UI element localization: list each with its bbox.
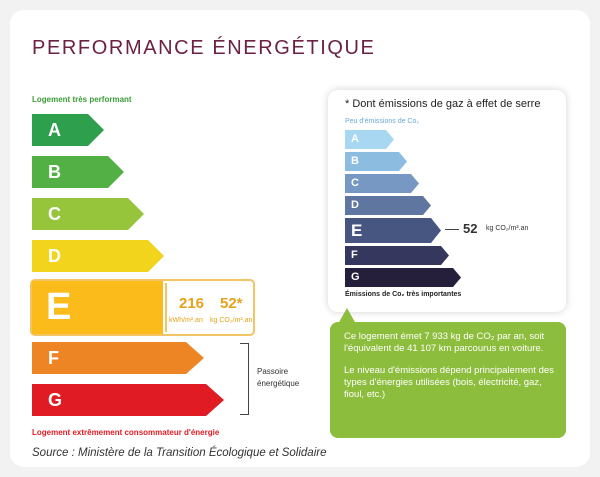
ges-unit: kg CO₂/m².an [210,317,253,324]
ges-label-low: Peu d'émissions de Co₂ [345,118,420,125]
energy-bar-b-letter: B [48,162,61,182]
ges-bar-b-shape [345,152,407,171]
ges-bar-a-letter: A [351,133,359,145]
ges-value-pointer [445,229,459,230]
energy-bar-c-letter: C [48,204,61,224]
ges-bar-d: D [345,196,431,215]
ges-bar-f-letter: F [351,249,358,261]
ges-bar-g-letter: G [351,271,360,283]
ges-bar-b-letter: B [351,155,359,167]
ges-panel-title: * Dont émissions de gaz à effet de serre [345,98,541,110]
energy-bar-b: B [32,156,124,188]
ges-bar-d-shape [345,196,431,215]
ges-bar-a: A [345,130,394,149]
ges-bar-g-shape [345,268,461,287]
passoire-label: Passoire énergétique [257,366,299,390]
ges-bar-c-letter: C [351,177,359,189]
energy-bar-a-shape [32,114,104,146]
ges-bar-b: B [345,152,407,171]
energy-bar-b-shape [32,156,124,188]
ges-bar-c-shape [345,174,419,193]
info-paragraph-emissions: Ce logement émet 7 933 kg de CO₂ par an,… [344,331,545,354]
info-callout: Ce logement émet 7 933 kg de CO₂ par an,… [330,322,566,438]
passoire-line1: Passoire [257,367,289,376]
passoire-bracket [240,343,249,415]
energy-bar-e-shape [32,281,163,334]
energy-bar-g-shape [32,384,224,416]
label-very-efficient: Logement très performant [32,95,132,104]
source-note: Source : Ministère de la Transition Écol… [32,447,327,459]
page-title: PERFORMANCE ÉNERGÉTIQUE [32,37,376,59]
ges-bar-e: E [345,218,441,243]
energy-bar-f: F [32,342,204,374]
ges-bar-c: C [345,174,419,193]
energy-unit: kWh/m².an [169,317,203,324]
energy-bar-a-letter: A [48,120,61,140]
energy-bar-d-letter: D [48,246,61,266]
passoire-line2: énergétique [257,379,300,388]
ges-label-high: Émissions de Co₂ très importantes [345,291,462,298]
info-paragraph-energies: Le niveau d'émissions dépend principalem… [344,365,554,400]
current-values: 216 kWh/m².an 52* kg CO₂/m².an [165,283,253,332]
ges-bar-e-shape [345,218,441,243]
ges-panel-unit: kg CO₂/m².an [486,225,529,232]
ges-panel: * Dont émissions de gaz à effet de serre… [328,90,566,312]
energy-bar-g-letter: G [48,390,63,410]
energy-bar-f-letter: F [48,348,59,368]
energy-bar-d: D [32,240,164,272]
ges-panel-value: 52 [463,221,478,236]
ges-bar-g: G [345,268,461,287]
label-very-consuming: Logement extrêmement consommateur d'éner… [32,428,220,437]
energy-bar-c-shape [32,198,144,230]
energy-bar-a: A [32,114,104,146]
current-class-box: E 216 kWh/m².an 52* kg CO₂/m².an [30,279,255,336]
ges-bar-d-letter: D [351,199,359,211]
energy-bar-f-shape [32,342,204,374]
energy-bar-c: C [32,198,144,230]
ges-bar-a-shape [345,130,394,149]
energy-value: 216 [179,295,205,312]
energy-bar-d-shape [32,240,164,272]
ges-bar-f: F [345,246,449,265]
energy-bar-e-letter: E [46,286,72,328]
ges-bar-f-shape [345,246,449,265]
energy-bar-g: G [32,384,224,416]
info-callout-tail [338,308,356,324]
ges-value: 52* [220,295,243,312]
ges-bar-e-letter: E [351,221,363,240]
